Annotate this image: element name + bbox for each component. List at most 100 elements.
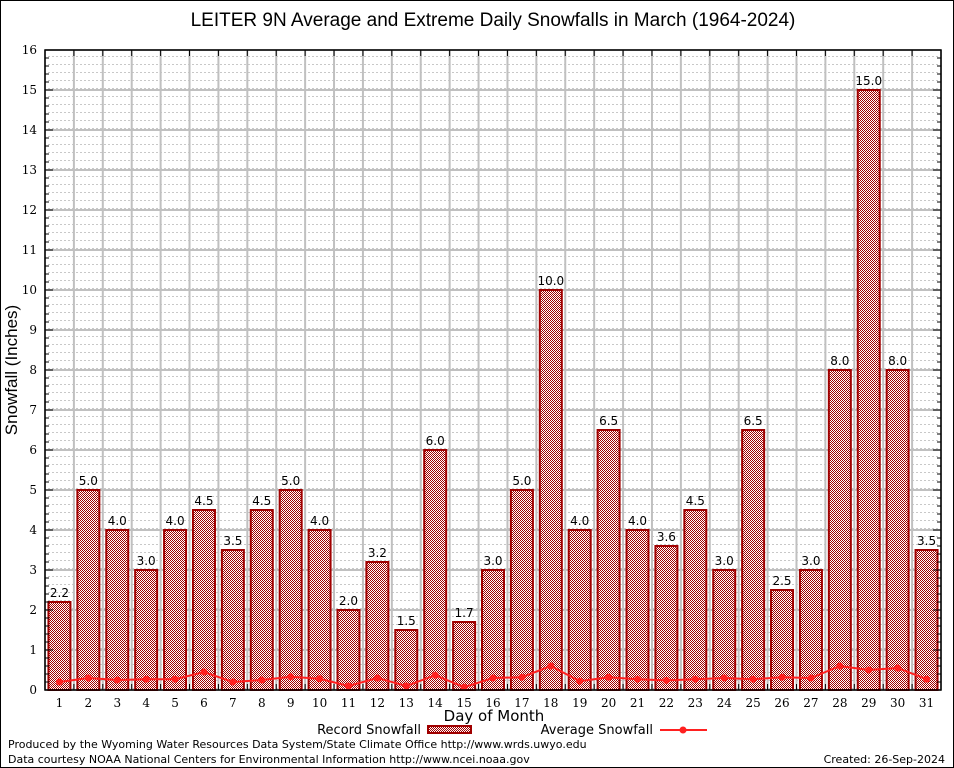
bar-value-label: 3.0 xyxy=(715,554,734,568)
record-bar xyxy=(76,489,101,691)
x-tick-label: 24 xyxy=(717,696,733,710)
average-point xyxy=(344,682,352,690)
average-point xyxy=(229,678,237,686)
record-bar xyxy=(596,429,621,691)
record-bar xyxy=(827,369,852,691)
x-tick-label: 18 xyxy=(543,696,558,710)
y-tick-label: 14 xyxy=(22,123,38,137)
y-tick-label: 8 xyxy=(29,363,37,377)
average-point xyxy=(287,673,295,681)
x-tick-label: 26 xyxy=(774,696,789,710)
bar-value-label: 3.0 xyxy=(137,554,156,568)
bar-value-label: 2.2 xyxy=(50,586,69,600)
x-tick-label: 20 xyxy=(601,696,616,710)
y-tick-label: 4 xyxy=(29,523,37,537)
legend-record-swatch xyxy=(427,725,472,734)
x-tick-label: 27 xyxy=(803,696,818,710)
average-point xyxy=(605,673,613,681)
average-point xyxy=(634,675,642,683)
average-point xyxy=(923,675,931,683)
x-tick-label: 31 xyxy=(919,696,934,710)
x-tick-label: 2 xyxy=(85,696,93,710)
x-tick-label: 7 xyxy=(229,696,237,710)
chart-title: LEITER 9N Average and Extreme Daily Snow… xyxy=(191,10,796,31)
x-tick-label: 16 xyxy=(485,696,500,710)
y-tick-label: 9 xyxy=(29,323,37,337)
bar-value-label: 5.0 xyxy=(281,474,300,488)
record-bar xyxy=(741,429,766,691)
record-bar xyxy=(567,529,592,691)
bar-value-label: 4.0 xyxy=(570,514,589,528)
record-bar xyxy=(885,369,910,691)
legend-average-marker xyxy=(679,726,687,734)
x-tick-label: 28 xyxy=(832,696,847,710)
average-line xyxy=(55,662,931,691)
y-tick-label: 3 xyxy=(29,563,37,577)
x-tick-label: 6 xyxy=(200,696,208,710)
x-tick-label: 29 xyxy=(861,696,876,710)
record-bars xyxy=(47,89,939,691)
average-point xyxy=(200,668,208,676)
record-bar xyxy=(798,569,823,691)
legend-record-label: Record Snowfall xyxy=(317,723,421,738)
average-point xyxy=(84,674,92,682)
average-point xyxy=(489,674,497,682)
x-tick-label: 30 xyxy=(890,696,905,710)
average-point xyxy=(373,674,381,682)
x-tick-label: 11 xyxy=(341,696,356,710)
record-bar xyxy=(163,529,188,691)
average-point xyxy=(807,674,815,682)
bar-value-label: 15.0 xyxy=(855,74,882,88)
bar-value-label: 4.0 xyxy=(166,514,185,528)
average-point xyxy=(113,676,121,684)
y-tick-label: 12 xyxy=(22,203,37,217)
bar-value-label: 3.5 xyxy=(917,534,936,548)
record-bar xyxy=(914,549,939,691)
x-tick-label: 22 xyxy=(659,696,674,710)
record-bar xyxy=(307,529,332,691)
average-point xyxy=(865,666,873,674)
bar-value-label: 5.0 xyxy=(79,474,98,488)
bar-value-label: 3.0 xyxy=(483,554,502,568)
x-tick-label: 19 xyxy=(572,696,587,710)
bar-value-label: 10.0 xyxy=(537,274,564,288)
record-bar xyxy=(856,89,881,691)
bar-value-label: 5.0 xyxy=(512,474,531,488)
y-tick-label: 16 xyxy=(22,43,37,57)
record-bar xyxy=(683,509,708,691)
x-axis-label: Day of Month xyxy=(444,707,545,725)
x-tick-label: 9 xyxy=(287,696,295,710)
y-tick-label: 7 xyxy=(29,403,37,417)
average-point xyxy=(894,664,902,672)
y-tick-label: 0 xyxy=(29,683,37,697)
average-point xyxy=(749,675,757,683)
x-tick-label: 12 xyxy=(370,696,385,710)
record-bar xyxy=(394,629,419,691)
y-tick-label: 11 xyxy=(22,243,37,257)
x-tick-label: 1 xyxy=(56,696,64,710)
y-tick-label: 15 xyxy=(22,83,37,97)
bar-value-label: 6.0 xyxy=(426,434,445,448)
bar-value-label: 4.0 xyxy=(108,514,127,528)
bar-value-label: 3.5 xyxy=(223,534,242,548)
average-point xyxy=(316,675,324,683)
average-point xyxy=(258,676,266,684)
x-tick-label: 8 xyxy=(258,696,266,710)
average-point xyxy=(836,662,844,670)
record-bar xyxy=(220,549,245,691)
y-tick-label: 6 xyxy=(29,443,37,457)
x-tick-label: 14 xyxy=(428,696,444,710)
bar-value-label: 6.5 xyxy=(599,414,618,428)
x-tick-label: 23 xyxy=(688,696,703,710)
x-tick-label: 13 xyxy=(399,696,414,710)
average-point xyxy=(547,662,555,670)
bar-value-label: 1.5 xyxy=(397,614,416,628)
record-bar xyxy=(712,569,737,691)
bar-value-label: 2.5 xyxy=(772,574,791,588)
record-bar xyxy=(452,621,477,691)
record-bar xyxy=(625,529,650,691)
bar-value-label: 4.5 xyxy=(686,494,705,508)
bar-value-label: 6.5 xyxy=(744,414,763,428)
record-bar xyxy=(481,569,505,691)
bar-value-label: 4.5 xyxy=(194,494,213,508)
